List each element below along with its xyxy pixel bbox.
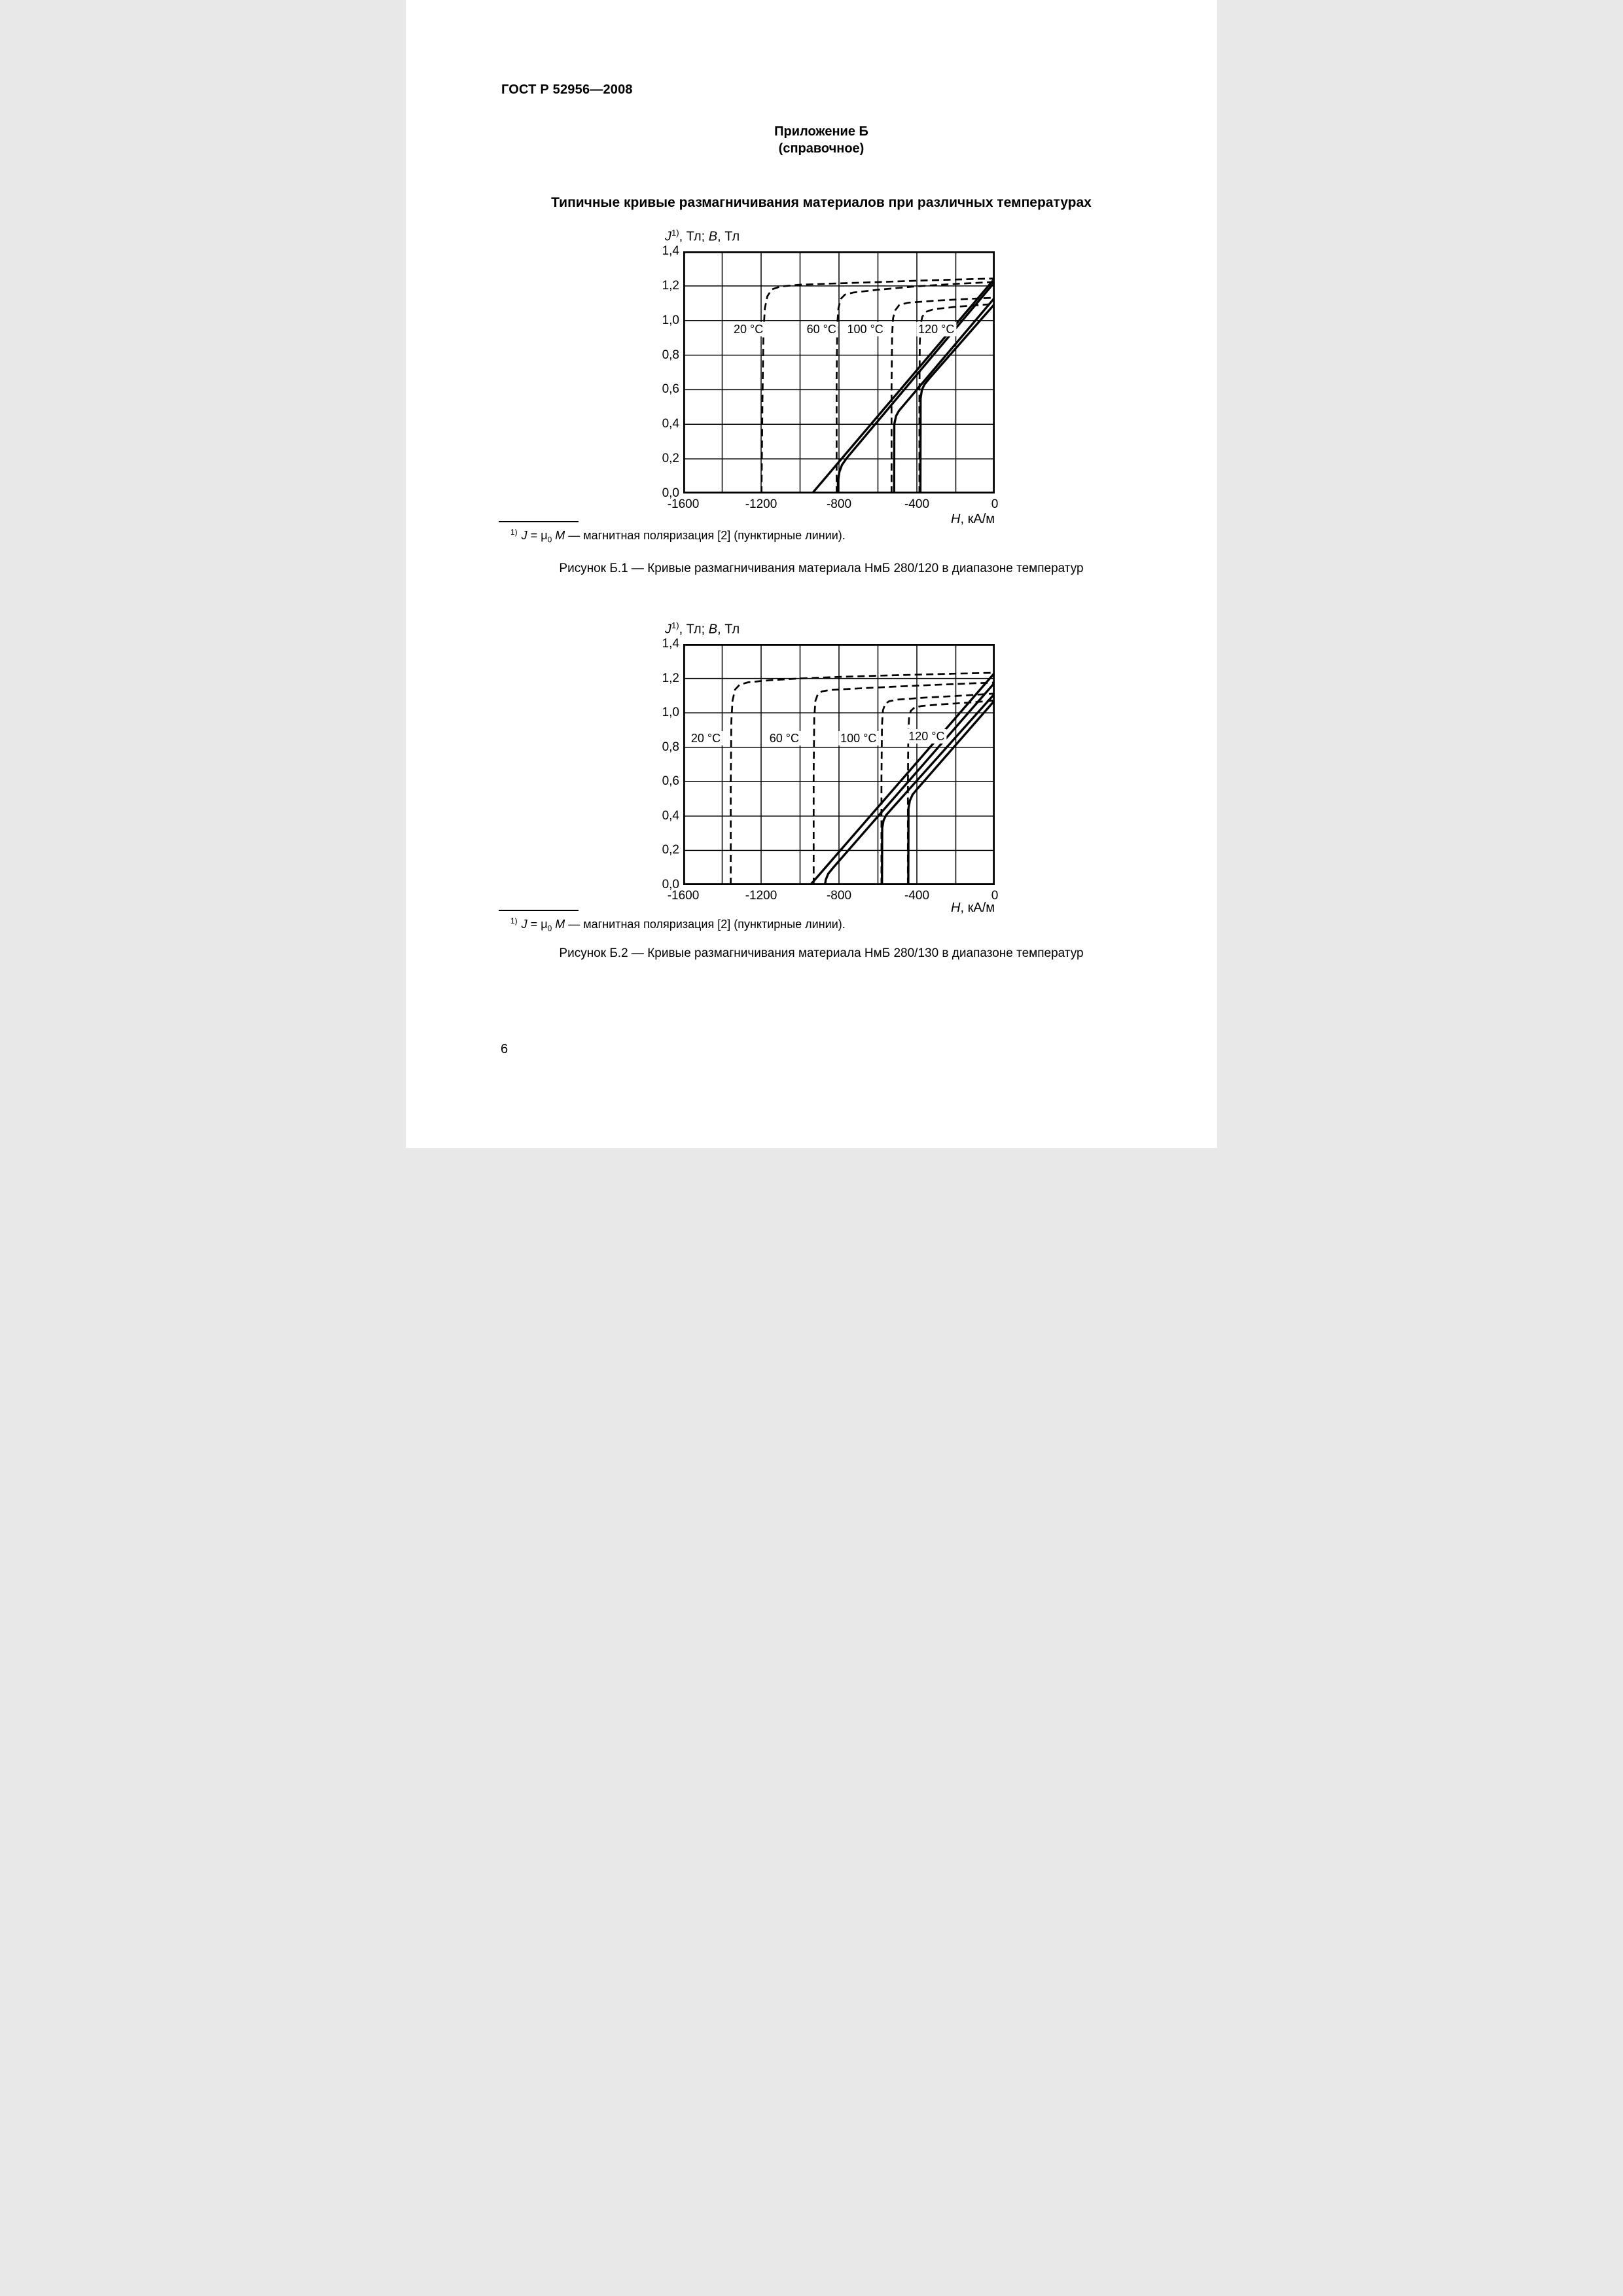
footnote-symbol-m: М (555, 918, 565, 931)
chart2-temp-label: 100 °C (838, 730, 879, 745)
chart2-curve-j-20c (730, 672, 995, 885)
chart2-x-tick-label: 0 (991, 889, 999, 903)
plot-border (683, 251, 995, 493)
chart1-y-tick-label: 0,6 (662, 382, 679, 397)
chart1-y-tick-label: 1,4 (662, 244, 679, 258)
chart2-caption: Рисунок Б.2 — Кривые размагничивания мат… (559, 946, 1084, 960)
chart2-x-tick-label: -1200 (745, 889, 777, 903)
chart1-temp-label: 20 °C (732, 322, 766, 337)
chart2-plot-area (683, 644, 995, 885)
chart2-curve-b-60c (823, 681, 995, 885)
y-axis-unit-j: , Тл; (679, 229, 709, 244)
chart1-curve-b-20c (811, 278, 995, 493)
footnote-marker: 1) (510, 916, 518, 925)
y-axis-symbol-b: B (708, 622, 718, 637)
chart2-y-tick-label: 0,4 (662, 808, 679, 823)
chart2-curve-b-120c (907, 699, 995, 885)
chart1-y-tick-label: 0,0 (662, 486, 679, 500)
footnote-equals: = (527, 918, 541, 931)
x-axis-symbol-h: H (951, 901, 961, 915)
chart1-temp-label: 100 °C (845, 322, 885, 337)
chart1-x-tick-label: -1200 (745, 497, 777, 511)
chart1-curve-j-100c (890, 296, 995, 493)
footnote-separator (499, 910, 579, 911)
footnote-text: — магнитная поляризация [2] (пунктирные … (565, 529, 846, 542)
chart2-curve-b-100c (881, 692, 995, 885)
chart2-y-tick-label: 0,0 (662, 878, 679, 891)
chart2-y-axis-title: J1), Тл; B, Тл (665, 620, 740, 637)
chart1-y-tick-label: 0,2 (662, 452, 679, 466)
chart2-x-tick-label: -800 (826, 889, 852, 903)
footnote-symbol-j: J (521, 529, 527, 542)
footnote-mu-sub: 0 (547, 924, 552, 933)
chart1-x-axis-title: H, кА/м (890, 512, 995, 527)
chart2-curve-j-120c (906, 699, 995, 885)
appendix-title: Приложение Б (774, 124, 868, 139)
chart1-temp-label: 120 °C (916, 322, 957, 337)
chart1-caption: Рисунок Б.1 — Кривые размагничивания мат… (559, 562, 1084, 575)
y-axis-unit-j: , Тл; (679, 622, 709, 637)
chart1-plot-area (683, 251, 995, 493)
y-axis-symbol-j: J (665, 622, 671, 637)
chart2-y-tick-label: 0,2 (662, 843, 679, 857)
x-axis-symbol-h: H (951, 512, 961, 526)
chart1-x-tick-label: -400 (904, 497, 930, 511)
chart1-x-tick-label: -800 (826, 497, 852, 511)
x-axis-unit: , кА/м (960, 512, 995, 526)
appendix-subtitle: (справочное) (778, 141, 865, 156)
chart2-temp-label: 120 °C (906, 728, 947, 744)
document-number: ГОСТ Р 52956—2008 (501, 82, 633, 97)
y-axis-unit-b: , Тл (717, 229, 740, 244)
page-number: 6 (501, 1042, 508, 1056)
y-axis-footnote-marker: 1) (671, 620, 679, 630)
chart2-curve-j-60c (812, 681, 995, 885)
footnote-mu: μ (541, 918, 548, 931)
chart1-x-tick-label: 0 (991, 497, 999, 511)
chart1-y-tick-label: 1,2 (662, 278, 679, 293)
y-axis-footnote-marker: 1) (671, 228, 679, 238)
y-axis-symbol-j: J (665, 229, 671, 244)
footnote-mu-sub: 0 (547, 535, 552, 545)
footnote-equals: = (527, 529, 541, 542)
chart1-curve-b-100c (893, 296, 995, 493)
chart2-curve-j-100c (880, 692, 995, 885)
chart2-y-tick-label: 0,6 (662, 774, 679, 789)
chart1-y-tick-label: 0,8 (662, 348, 679, 362)
chart2-y-tick-label: 1,2 (662, 671, 679, 685)
y-axis-unit-b: , Тл (717, 622, 740, 637)
chart2-x-tick-label: -400 (904, 889, 930, 903)
chart2-y-tick-label: 0,8 (662, 740, 679, 754)
chart2-y-tick-label: 1,0 (662, 706, 679, 720)
document-page: ГОСТ Р 52956—2008 Приложение Б (справочн… (406, 0, 1217, 1148)
chart1-temp-label: 60 °C (804, 322, 838, 337)
chart1-y-axis-title: J1), Тл; B, Тл (665, 228, 740, 245)
plot-border (683, 644, 995, 885)
chart1-curve-j-120c (918, 302, 995, 493)
chart1-curve-b-120c (919, 303, 995, 493)
chart2-temp-label: 60 °C (767, 730, 802, 745)
footnote-mu: μ (541, 529, 548, 542)
chart2-x-axis-title: H, кА/м (890, 901, 995, 916)
chart2-x-tick-label: -1600 (667, 889, 700, 903)
footnote-text: — магнитная поляризация [2] (пунктирные … (565, 918, 846, 931)
chart2-y-tick-label: 1,4 (662, 637, 679, 651)
y-axis-symbol-b: B (708, 229, 718, 244)
x-axis-unit: , кА/м (960, 901, 995, 915)
chart1-x-tick-label: -1600 (667, 497, 700, 511)
footnote-marker: 1) (510, 528, 518, 537)
chart2-temp-label: 20 °C (688, 730, 723, 745)
footnote-symbol-m: М (555, 529, 565, 542)
chart1-curve-b-60c (836, 281, 995, 493)
chart1-y-tick-label: 0,4 (662, 417, 679, 431)
chart2-curve-b-20c (810, 672, 995, 885)
chart1-y-tick-label: 1,0 (662, 313, 679, 327)
footnote-separator (499, 521, 579, 522)
page-title: Типичные кривые размагничивания материал… (551, 195, 1092, 210)
footnote-1: 1) J = μ0 М — магнитная поляризация [2] (… (510, 528, 846, 545)
chart1-curve-j-60c (836, 281, 995, 493)
footnote-2: 1) J = μ0 М — магнитная поляризация [2] (… (510, 916, 846, 933)
footnote-symbol-j: J (521, 918, 527, 931)
